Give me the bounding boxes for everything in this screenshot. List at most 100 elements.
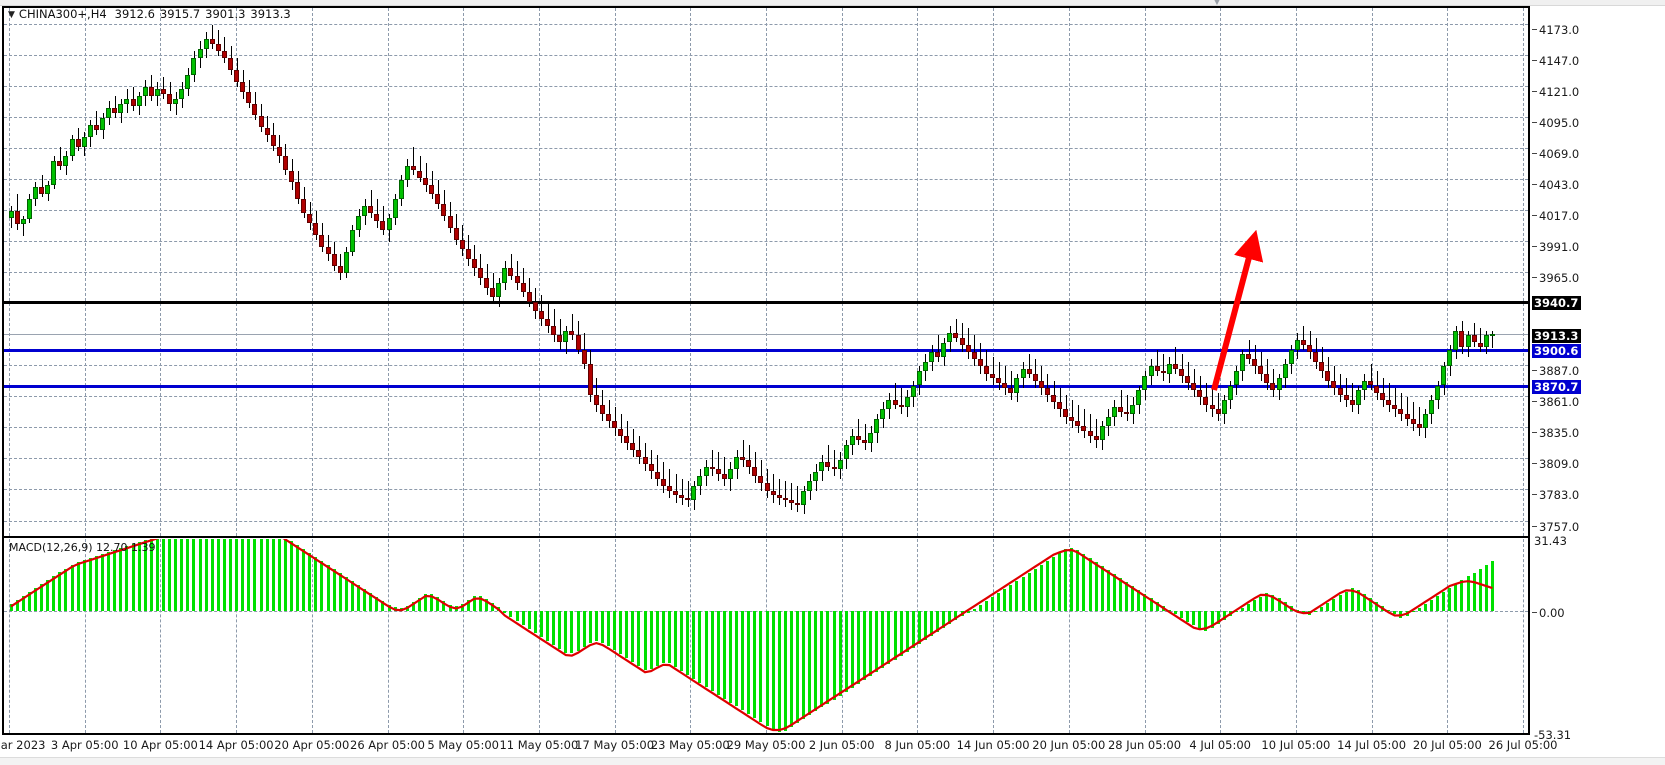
candle-body [1325,371,1331,381]
candle-body [1276,378,1282,391]
candle-body [1428,399,1434,415]
macd-histogram-bar [478,596,482,611]
macd-histogram-bar [637,611,641,666]
candle-body [971,352,977,360]
gridline-vertical [1447,8,1449,536]
candle-body [429,184,435,195]
macd-histogram-bar [844,611,848,692]
candle-body [794,502,800,505]
macd-histogram-bar [27,592,31,611]
candle-body [868,433,874,443]
gridline-vertical [1295,8,1297,536]
macd-histogram-bar [1429,600,1433,611]
macd-histogram-bar [814,611,818,712]
candle-wick [1181,354,1183,384]
macd-histogram-bar [1240,608,1244,611]
macd-histogram-bar [265,539,269,611]
candle-body [270,134,276,147]
price-level-label-3940.7[interactable]: 3940.7 [1532,296,1582,310]
candle-body [1374,385,1380,393]
candle-body [477,268,483,278]
candle-body [1471,335,1477,343]
candle-wick [718,452,720,482]
price-tick-4095.0: 4095.0 [1532,117,1579,129]
price-tick-4017.0: 4017.0 [1532,210,1579,222]
caret-down-icon[interactable]: ▼ [8,10,15,20]
macd-histogram-bar [1064,549,1068,611]
candle-wick [937,335,939,362]
candle-body [1142,375,1148,391]
candle-wick [23,215,25,237]
macd-histogram-bar [753,611,757,719]
macd-pane[interactable]: MACD(12,26,9) 12.70 1.39 [4,539,1528,733]
candle-body [124,98,130,104]
candle-body [776,495,782,498]
candle-body [831,466,837,470]
price-level-label-3870.7[interactable]: 3870.7 [1532,379,1582,394]
macd-histogram-bar [1320,607,1324,611]
macd-histogram-bar [491,603,495,611]
candle-body [977,359,983,367]
candle-body [502,268,508,283]
macd-histogram-bar [1350,588,1354,611]
macd-histogram-bar [765,611,769,727]
price-level-label-3913.3[interactable]: 3913.3 [1532,328,1582,343]
time-tick: 23 May 05:00 [650,738,730,752]
candle-wick [864,423,866,450]
candle-body [1404,414,1410,419]
candle-body [606,414,611,422]
price-pane[interactable] [4,8,1528,536]
candle-body [1215,409,1221,415]
candle-wick [212,24,214,49]
macd-histogram-bar [64,568,68,611]
macd-histogram-bar [1387,610,1391,612]
candle-body [843,445,849,460]
candle-wick [687,481,689,508]
candle-body [819,461,825,472]
macd-histogram-bar [966,611,970,613]
gridline-vertical [614,8,616,536]
price-level-label-3900.6[interactable]: 3900.6 [1532,343,1582,358]
candle-wick [712,450,714,477]
symbol-name: CHINA300+,H4 [18,7,107,21]
candle-body [203,39,209,49]
candle-body [1081,426,1087,431]
macd-histogram-bar [777,611,781,733]
candle-body [910,385,916,398]
macd-histogram-bar [984,600,988,611]
macd-histogram-bar [808,611,812,716]
price-tick-3991.0: 3991.0 [1532,241,1579,253]
macd-histogram-bar [972,608,976,611]
candle-wick [376,199,378,228]
gridline-vertical [84,8,86,536]
candle-wick [901,387,903,415]
candle-wick [547,301,549,333]
macd-histogram-bar [137,541,141,611]
macd-histogram-bar [1466,576,1470,611]
macd-histogram-bar [692,611,696,679]
macd-histogram-bar [893,611,897,660]
gridline-vertical [236,8,238,536]
macd-histogram-bar [661,611,665,663]
chevron-down-icon[interactable]: ▼ [1213,0,1221,7]
time-tick: 29 May 05:00 [726,738,806,752]
candle-body [142,86,148,97]
gridline-horizontal [4,240,1528,242]
candle-body [666,485,672,491]
gridline-vertical [841,8,843,536]
macd-histogram-bar [997,592,1001,611]
candle-body [1075,421,1081,427]
candle-body [1087,430,1093,436]
candle-body [45,184,51,195]
gridline-vertical [311,8,313,536]
candle-body [1130,404,1136,415]
candle-wick [413,146,415,176]
macd-histogram-bar [1149,597,1153,611]
macd-histogram-bar [582,611,586,647]
price-axis[interactable]: 4173.0 4147.0 4121.0 4095.0 4069.0 4043.0 4017… [1532,6,1665,741]
tick-dash [1532,525,1537,527]
gridline-vertical [1144,8,1146,536]
macd-histogram-bar [204,539,208,611]
macd-histogram-bar [247,539,251,611]
